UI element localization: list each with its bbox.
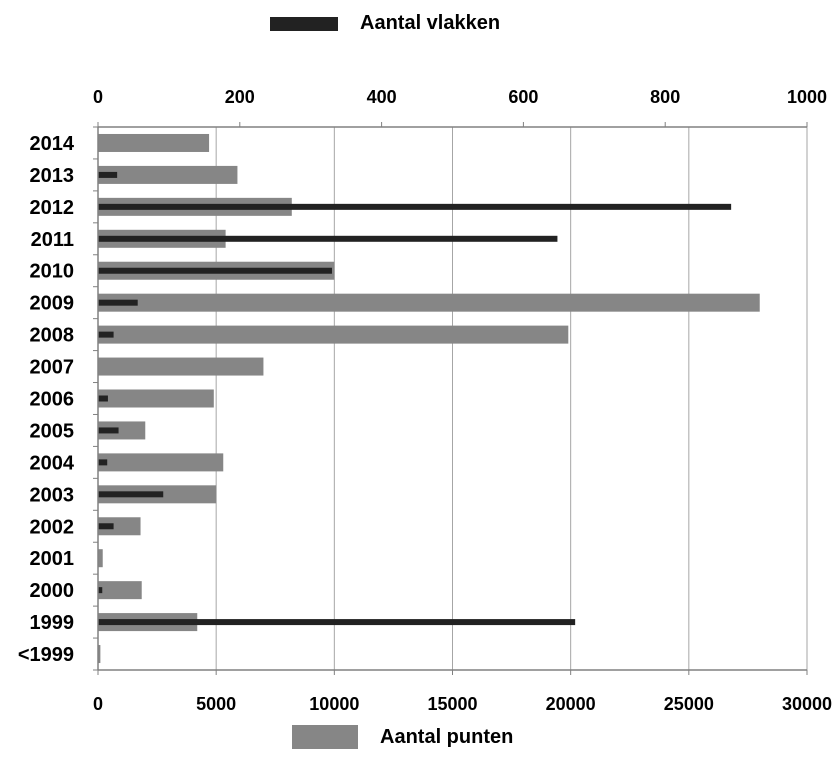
bar-punten-2007 (98, 357, 264, 376)
category-label: 2011 (31, 229, 74, 251)
category-label: 2014 (30, 133, 75, 155)
category-label: 2007 (30, 357, 75, 379)
category-label: 2006 (30, 389, 75, 411)
top-tick-label: 200 (225, 87, 255, 107)
bottom-tick-label: 15000 (427, 694, 477, 714)
top-tick-label: 0 (93, 87, 103, 107)
bar-vlakken-2003 (98, 491, 164, 498)
bar-vlakken-2012 (98, 203, 732, 210)
bar-vlakken-2006 (98, 395, 108, 402)
bar-punten-2005 (98, 421, 146, 440)
bar-punten-2002 (98, 517, 141, 536)
category-label: 1999 (30, 612, 75, 634)
bar-punten-2006 (98, 389, 214, 408)
top-tick-label: 600 (508, 87, 538, 107)
category-label: 2002 (30, 516, 75, 538)
bar-vlakken-2011 (98, 235, 558, 242)
top-tick-label: 1000 (787, 87, 827, 107)
category-label: 2003 (30, 484, 75, 506)
top-tick-label: 400 (367, 87, 397, 107)
category-label: 2005 (30, 420, 75, 442)
bar-vlakken-2010 (98, 267, 332, 274)
bar-punten-2008 (98, 325, 569, 344)
legend-swatch-punten (292, 725, 358, 749)
bar-vlakken-1999 (98, 619, 576, 626)
category-label: 2012 (30, 197, 75, 219)
legend-label-punten: Aantal punten (380, 725, 514, 748)
bar-vlakken-2008 (98, 331, 114, 338)
legend-top: Aantal vlakken (270, 12, 500, 35)
bar-punten-before-1999 (98, 645, 101, 664)
bottom-tick-label: 20000 (546, 694, 596, 714)
bar-vlakken-2000 (98, 587, 103, 594)
legend-bottom: Aantal punten (292, 725, 513, 749)
bar-vlakken-2013 (98, 171, 118, 178)
bottom-tick-label: 0 (93, 694, 103, 714)
legend-swatch-vlakken (270, 16, 338, 31)
bar-vlakken-2009 (98, 299, 138, 306)
bottom-tick-label: 5000 (196, 694, 236, 714)
bar-vlakken-2004 (98, 459, 108, 466)
legend-label-vlakken: Aantal vlakken (360, 12, 501, 34)
category-label: 2013 (30, 165, 75, 187)
bar-punten-2000 (98, 581, 142, 600)
bar-punten-2004 (98, 453, 224, 472)
top-tick-label: 800 (650, 87, 680, 107)
bar-punten-2009 (98, 293, 760, 312)
bottom-tick-label: 10000 (309, 694, 359, 714)
category-label: 2001 (30, 548, 75, 570)
category-label: 2000 (30, 580, 75, 602)
bottom-tick-label: 30000 (782, 694, 832, 714)
bar-punten-2001 (98, 549, 103, 568)
bar-vlakken-2002 (98, 523, 114, 530)
bar-vlakken-2005 (98, 427, 119, 434)
category-label: 2004 (30, 452, 75, 474)
category-label: 2010 (30, 261, 75, 283)
bottom-tick-label: 25000 (664, 694, 714, 714)
category-label: <1999 (18, 644, 74, 666)
category-label: 2009 (30, 293, 75, 315)
bar-punten-2013 (98, 165, 238, 184)
bar-punten-2014 (98, 133, 210, 152)
category-label: 2008 (30, 325, 75, 347)
